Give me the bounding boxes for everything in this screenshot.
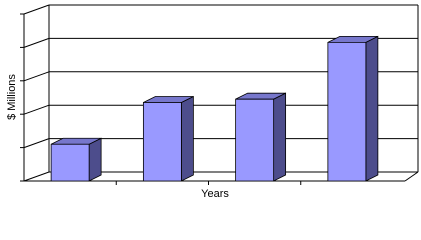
- bar-side: [88, 137, 102, 182]
- bar-side: [365, 35, 379, 182]
- grid-line-side: [23, 104, 50, 115]
- bar: [235, 92, 287, 182]
- floor-right: [404, 171, 419, 182]
- bar-front: [50, 143, 90, 182]
- bar: [142, 95, 194, 182]
- bar-front: [235, 98, 275, 182]
- bar-front: [327, 41, 367, 182]
- y-axis-label: $ Millions: [6, 74, 18, 120]
- grid-line-side: [23, 138, 50, 149]
- grid-line-side: [23, 71, 50, 82]
- chart: $ Millions Years: [6, 4, 419, 200]
- x-axis-label: Years: [201, 188, 229, 200]
- bar: [327, 35, 379, 182]
- grid-line-side: [23, 4, 50, 15]
- grid-line-side: [23, 171, 50, 182]
- bar-side: [180, 95, 194, 182]
- bar-side: [273, 92, 287, 182]
- grid-line-side: [23, 37, 50, 48]
- bar: [50, 137, 102, 182]
- bar-front: [142, 102, 182, 182]
